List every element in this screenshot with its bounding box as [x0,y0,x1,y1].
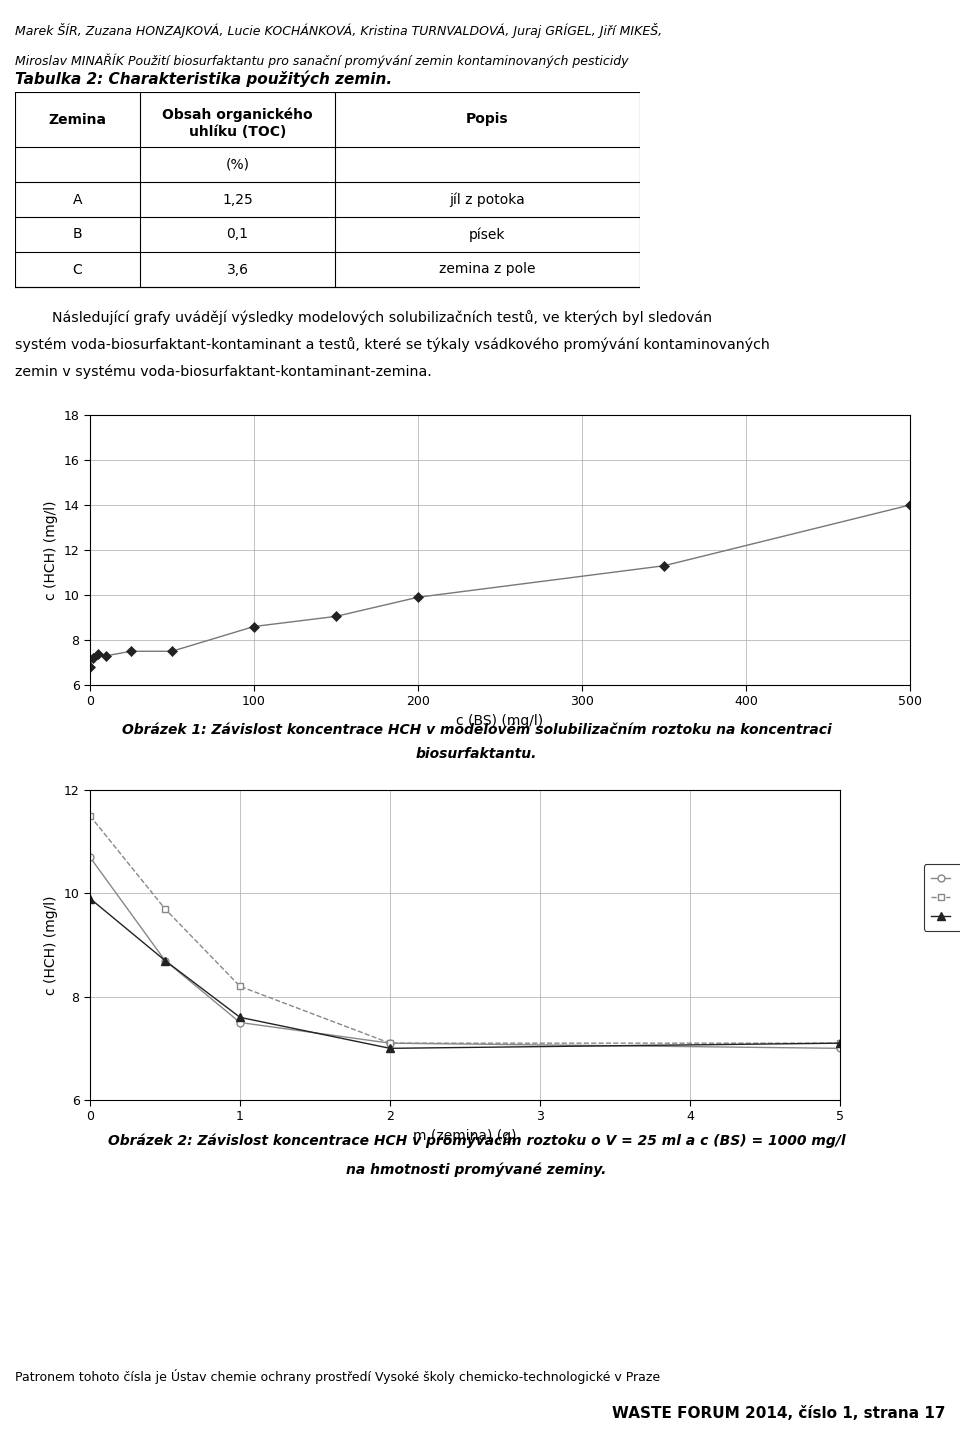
X-axis label: m (zemina) (g): m (zemina) (g) [413,1129,516,1142]
C [384,1040,396,1058]
Text: Následující grafy uvádějí výsledky modelových solubilizačních testů, ve kterých : Následující grafy uvádějí výsledky model… [52,310,712,324]
B [234,977,246,994]
C [234,1009,246,1026]
Line: B: B [86,812,844,1046]
Text: zemin v systému voda-biosurfaktant-kontaminant-zemina.: zemin v systému voda-biosurfaktant-konta… [15,364,432,379]
Text: Popis: Popis [467,112,509,126]
Text: Zemina: Zemina [49,112,107,126]
A [234,1015,246,1032]
Text: A: A [73,192,83,207]
Text: Tabulka 2: Charakteristika použitých zemin.: Tabulka 2: Charakteristika použitých zem… [15,70,392,88]
C [159,951,171,969]
Y-axis label: c (HCH) (mg/l): c (HCH) (mg/l) [44,895,59,994]
X-axis label: c (BS) (mg/l): c (BS) (mg/l) [456,715,543,728]
B [159,900,171,917]
A [834,1040,846,1058]
A [159,951,171,969]
B [384,1035,396,1052]
Text: zemina z pole: zemina z pole [440,263,536,277]
B [834,1035,846,1052]
C [84,890,96,907]
Text: C: C [73,263,83,277]
C [834,1035,846,1052]
Text: jíl z potoka: jíl z potoka [449,192,525,207]
Text: Miroslav MINAŘÍK Použití biosurfaktantu pro sanační promývání zemin kontaminovan: Miroslav MINAŘÍK Použití biosurfaktantu … [15,53,629,67]
Text: Marek ŠÍR, Zuzana HONZAJKOVÁ, Lucie KOCHÁNKOVÁ, Kristina TURNVALDOVÁ, Juraj GRÍG: Marek ŠÍR, Zuzana HONZAJKOVÁ, Lucie KOCH… [15,23,662,37]
A [84,848,96,865]
Text: Obsah organického: Obsah organického [162,108,313,122]
Text: systém voda-biosurfaktant-kontaminant a testů, které se týkaly vsádkového promýv: systém voda-biosurfaktant-kontaminant a … [15,337,770,352]
Text: na hmotnosti promývané zeminy.: na hmotnosti promývané zeminy. [347,1162,607,1177]
A [384,1035,396,1052]
Text: písek: písek [469,227,506,241]
Text: Obrázek 2: Závislost koncentrace HCH v promývacím roztoku o V = 25 ml a c (BS) =: Obrázek 2: Závislost koncentrace HCH v p… [108,1134,846,1148]
Text: B: B [73,228,83,241]
Legend: A, B, C: A, B, C [924,864,960,931]
B [84,808,96,825]
Line: A: A [86,854,844,1052]
Y-axis label: c (HCH) (mg/l): c (HCH) (mg/l) [44,501,59,600]
Text: (%): (%) [226,158,250,172]
Line: C: C [85,894,844,1052]
Text: Obrázek 1: Závislost koncentrace HCH v modelovém solubilizačním roztoku na konce: Obrázek 1: Závislost koncentrace HCH v m… [122,722,831,736]
Text: uhlíku (TOC): uhlíku (TOC) [189,125,286,139]
Text: 0,1: 0,1 [227,228,249,241]
Text: WASTE FORUM 2014, číslo 1, strana 17: WASTE FORUM 2014, číslo 1, strana 17 [612,1406,945,1421]
Text: biosurfaktantu.: biosurfaktantu. [416,748,538,762]
Text: 1,25: 1,25 [222,192,252,207]
Text: 3,6: 3,6 [227,263,249,277]
Text: Patronem tohoto čísla je Ústav chemie ochrany prostředí Vysoké školy chemicko-te: Patronem tohoto čísla je Ústav chemie oc… [15,1369,660,1383]
